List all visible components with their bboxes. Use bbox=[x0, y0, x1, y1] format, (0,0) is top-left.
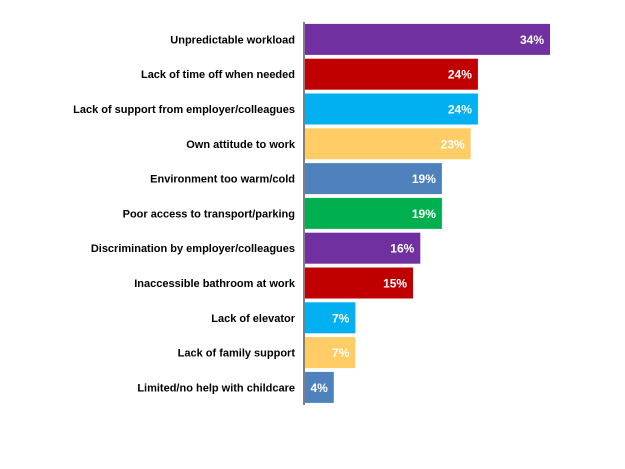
value-label-7: 16% bbox=[390, 242, 414, 256]
bar-9 bbox=[305, 302, 356, 334]
bar-7 bbox=[305, 232, 421, 264]
value-label-2: 24% bbox=[448, 68, 472, 82]
category-label-7: Discrimination by employer/colleagues bbox=[91, 243, 295, 255]
bars-group: Unpredictable workload 34% Lack of time of… bbox=[73, 23, 550, 403]
bar-3 bbox=[305, 93, 478, 125]
category-label-11: Limited/no help with childcare bbox=[137, 382, 295, 394]
value-label-8: 15% bbox=[383, 277, 407, 291]
bar-1 bbox=[305, 23, 550, 55]
category-label-1: Unpredictable workload bbox=[170, 34, 295, 46]
bar-11 bbox=[305, 371, 334, 403]
bar-10 bbox=[305, 337, 356, 369]
bar-5 bbox=[305, 163, 442, 195]
category-label-2: Lack of time off when needed bbox=[141, 69, 295, 81]
bar-2 bbox=[305, 58, 478, 90]
value-label-6: 19% bbox=[412, 207, 436, 221]
category-label-3: Lack of support from employer/colleagues bbox=[73, 104, 295, 116]
category-label-8: Inaccessible bathroom at work bbox=[134, 278, 296, 290]
bar-8 bbox=[305, 267, 414, 299]
value-label-5: 19% bbox=[412, 172, 436, 186]
category-label-9: Lack of elevator bbox=[211, 313, 295, 325]
value-label-9: 7% bbox=[332, 311, 350, 325]
value-label-1: 34% bbox=[520, 33, 544, 47]
category-label-5: Environment too warm/cold bbox=[150, 174, 295, 186]
category-label-4: Own attitude to work bbox=[186, 139, 296, 151]
category-label-6: Poor access to transport/parking bbox=[123, 208, 295, 220]
value-label-3: 24% bbox=[448, 103, 472, 117]
value-label-11: 4% bbox=[310, 381, 328, 395]
category-label-10: Lack of family support bbox=[178, 348, 296, 360]
bar-6 bbox=[305, 197, 442, 229]
value-label-4: 23% bbox=[441, 137, 465, 151]
bar-4 bbox=[305, 128, 471, 160]
value-label-10: 7% bbox=[332, 346, 350, 360]
